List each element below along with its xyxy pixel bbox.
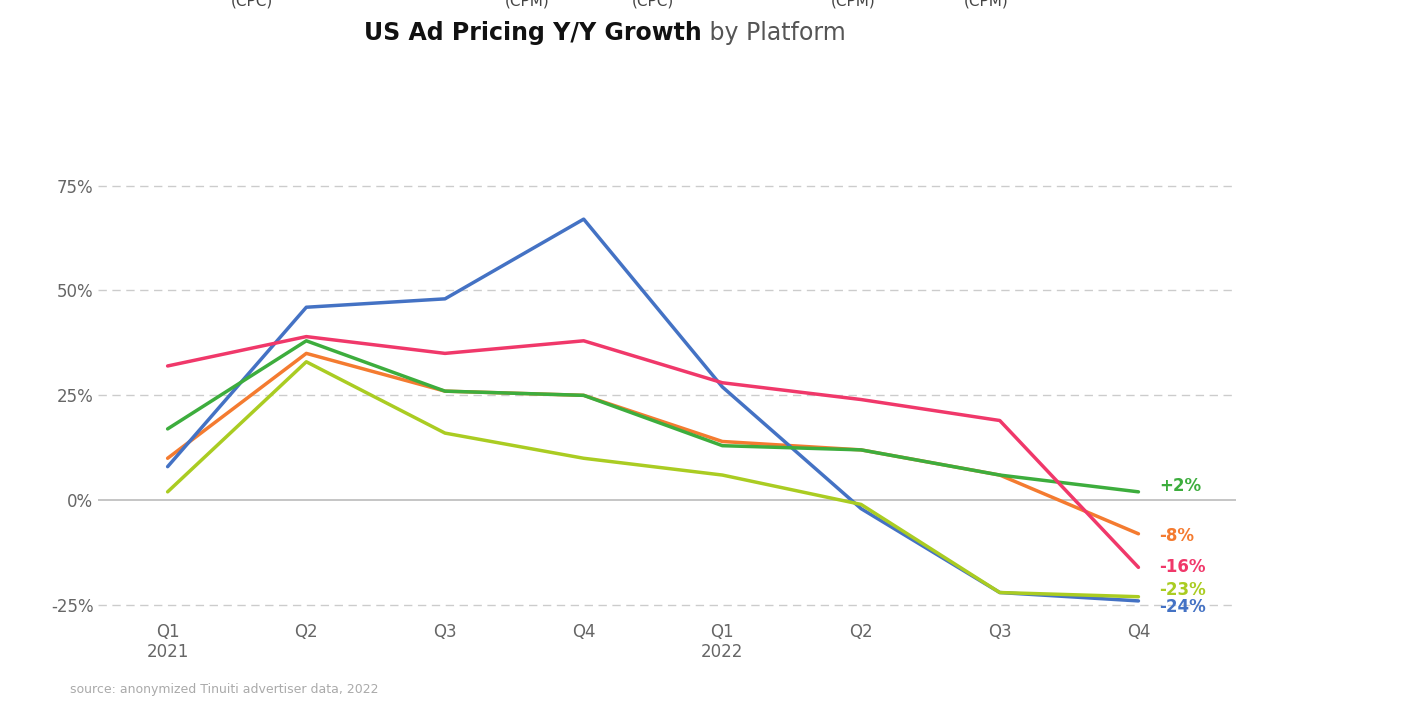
Text: -24%: -24%	[1160, 599, 1206, 616]
Text: -8%: -8%	[1160, 527, 1195, 545]
Text: source: anonymized Tinuiti advertiser data, 2022: source: anonymized Tinuiti advertiser da…	[70, 683, 379, 696]
Text: +2%: +2%	[1160, 476, 1202, 495]
Legend: Amazon Sponsored Products
(CPC), Facebook
(CPM), Google Search Ads
(CPC), Instag: Amazon Sponsored Products (CPC), Faceboo…	[188, 0, 1032, 15]
Text: by Platform: by Platform	[702, 21, 845, 45]
Text: US Ad Pricing Y/Y Growth: US Ad Pricing Y/Y Growth	[364, 21, 702, 45]
Text: -23%: -23%	[1160, 581, 1206, 599]
Text: -16%: -16%	[1160, 558, 1206, 577]
